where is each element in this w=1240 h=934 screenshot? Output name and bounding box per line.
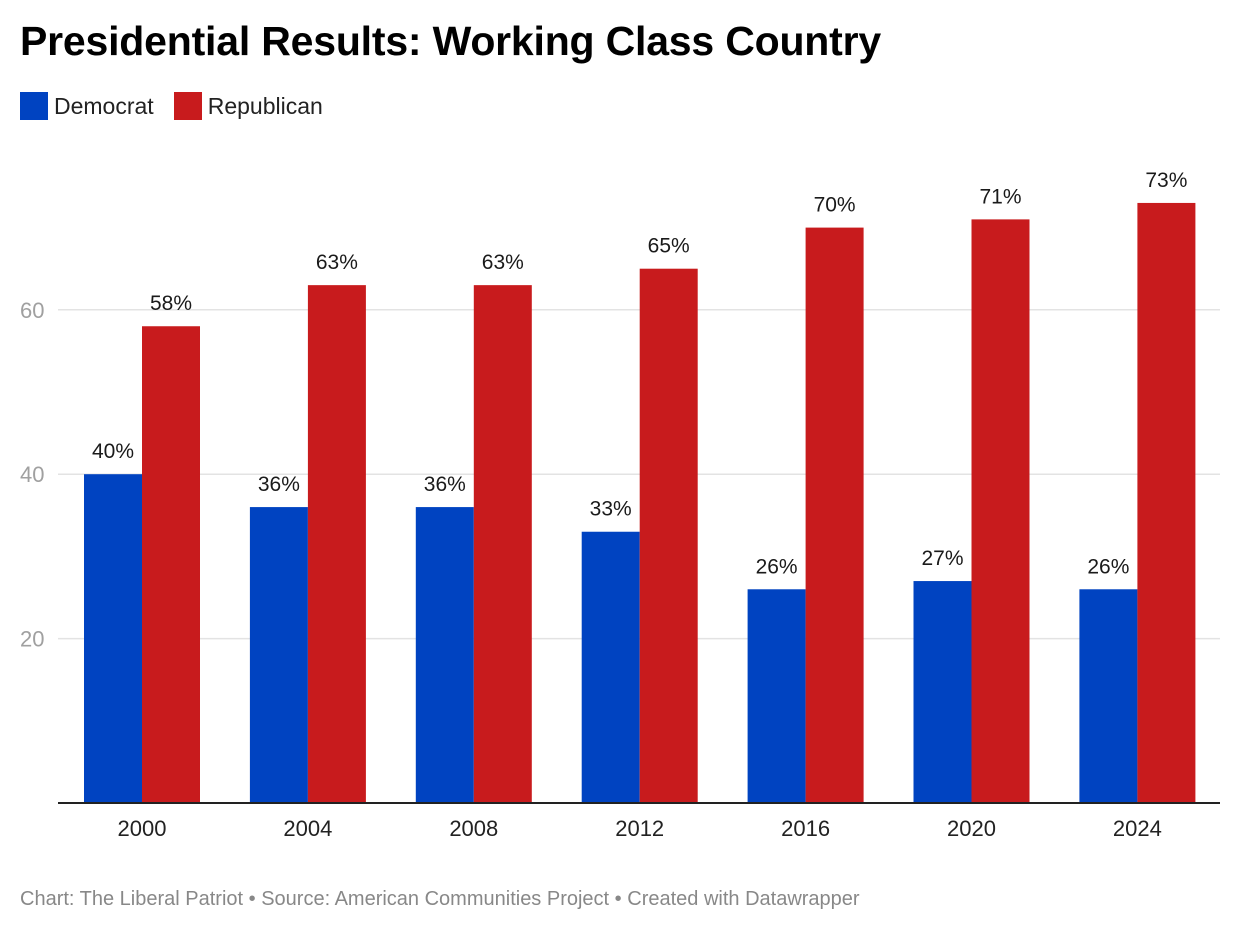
bar-republican-2012 [639,268,698,803]
footer-source: Source: American Communities Project [261,888,610,910]
data-label-republican-2016: 70% [814,194,856,217]
data-label-democrat-2016: 26% [756,555,798,578]
data-label-republican-2000: 58% [150,292,192,315]
data-label-republican-2024: 73% [1145,169,1187,192]
chart-title: Presidential Results: Working Class Coun… [20,18,881,64]
legend-label-republican: Republican [207,92,323,119]
y-tick-label: 60 [20,298,44,323]
data-label-democrat-2004: 36% [258,473,300,496]
data-label-republican-2020: 71% [979,185,1021,208]
bar-republican-2024 [1137,202,1196,803]
data-label-democrat-2020: 27% [921,547,963,570]
data-label-republican-2004: 63% [316,251,358,274]
bar-democrat-2008 [415,507,474,803]
data-label-democrat-2000: 40% [92,440,134,463]
x-tick-label-2004: 2004 [283,816,332,841]
bar-democrat-2020 [913,581,972,803]
bar-democrat-2004 [249,507,308,803]
bar-chart: 20 40 60 40% 58% 2000 36% 63% 2004 36% 63% 2008 33% 6… [20,169,1220,841]
bar-democrat-2000 [84,474,142,803]
bar-democrat-2016 [747,589,806,803]
data-label-democrat-2024: 26% [1087,555,1129,578]
bar-republican-2016 [805,227,864,804]
legend-label-democrat: Democrat [54,92,154,119]
data-label-republican-2008: 63% [482,251,524,274]
x-tick-label-2024: 2024 [1113,816,1162,841]
footer-separator-2: • [609,888,628,910]
data-label-republican-2012: 65% [648,235,690,258]
footer-separator-1: • [243,888,262,910]
x-tick-label-2008: 2008 [449,816,498,841]
legend: Democrat Republican [20,92,343,120]
bar-republican-2000 [142,326,200,803]
x-tick-label-2000: 2000 [118,816,167,841]
y-tick-label: 20 [20,627,44,652]
x-tick-label-2012: 2012 [615,816,664,841]
legend-swatch-republican [173,92,202,120]
bar-democrat-2012 [581,531,640,803]
x-tick-label-2016: 2016 [781,816,830,841]
data-label-democrat-2008: 36% [424,473,466,496]
legend-swatch-democrat [20,92,48,120]
legend-item-republican: Republican [173,92,323,120]
footer-credit: Chart: The Liberal Patriot [20,888,244,910]
data-label-democrat-2012: 33% [590,498,632,521]
chart-footer: Chart: The Liberal Patriot • Source: Ame… [20,888,860,911]
legend-item-democrat: Democrat [20,92,154,120]
y-tick-label: 40 [20,462,44,487]
bar-republican-2004 [307,285,366,803]
x-tick-label-2020: 2020 [947,816,996,841]
bar-republican-2008 [473,285,532,803]
bar-democrat-2024 [1079,589,1138,803]
footer-tool: Created with Datawrapper [627,888,860,910]
bar-republican-2020 [971,219,1030,803]
